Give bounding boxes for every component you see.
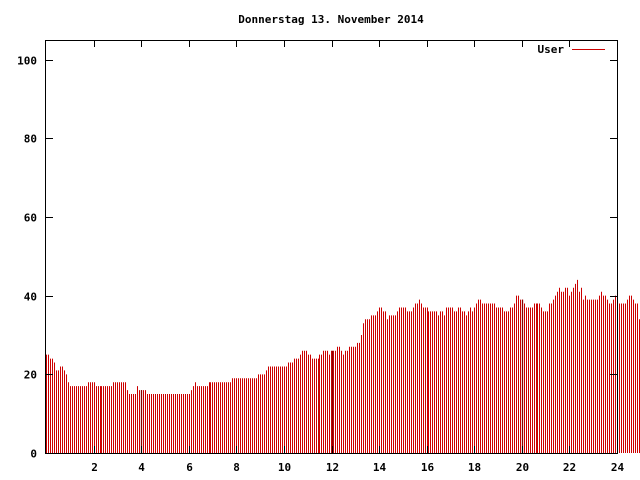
- x-tick-label: 4: [138, 461, 145, 474]
- y-tick-label: 40: [24, 291, 37, 304]
- x-tick-label: 16: [421, 461, 435, 474]
- y-tick-label: 20: [24, 369, 37, 382]
- x-tick-label: 24: [611, 461, 625, 474]
- x-tick-label: 14: [373, 461, 387, 474]
- x-tick-label: 8: [233, 461, 240, 474]
- x-tick-label: 18: [468, 461, 481, 474]
- legend: User: [538, 43, 605, 56]
- plot-frame: [45, 40, 618, 454]
- y-tick-label: 80: [24, 133, 37, 146]
- x-tick-label: 22: [563, 461, 576, 474]
- y-axis: 0 20 40 60 80 100: [17, 55, 617, 461]
- y-tick-label: 100: [17, 55, 37, 68]
- x-tick-label: 12: [326, 461, 339, 474]
- x-tick-label: 2: [91, 461, 98, 474]
- x-axis: 2 4 6 8 10 12 14 16 18 20 22 24: [91, 40, 624, 474]
- y-tick-label: 0: [30, 448, 37, 461]
- bar-series: [46, 279, 640, 453]
- x-tick-label: 10: [278, 461, 291, 474]
- chart-title: Donnerstag 13. November 2014: [238, 13, 424, 26]
- x-tick-label: 20: [516, 461, 529, 474]
- y-tick-label: 60: [24, 212, 37, 225]
- x-tick-label: 6: [186, 461, 193, 474]
- legend-label: User: [538, 43, 565, 56]
